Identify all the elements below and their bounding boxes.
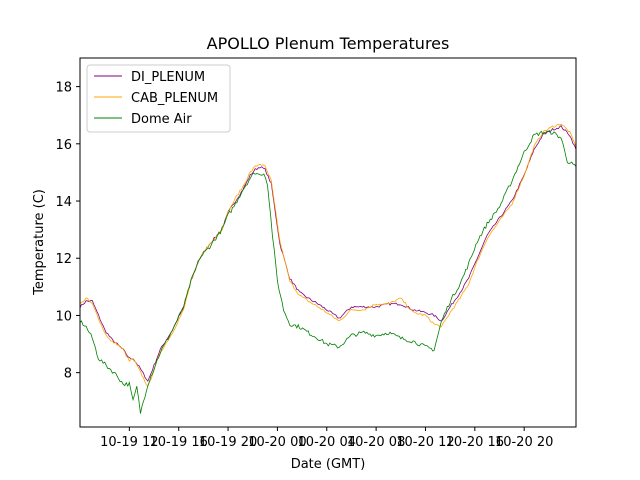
legend-label: CAB_PLENUM: [131, 91, 218, 106]
y-tick-label: 8: [64, 367, 72, 382]
x-tick-label: 10-20 04: [298, 435, 356, 450]
y-tick-label: 12: [55, 252, 72, 267]
x-tick-label: 10-19 16: [149, 435, 207, 450]
y-axis-label: Temperature (C): [32, 189, 47, 296]
y-tick-label: 18: [55, 81, 72, 96]
x-tick-label: 10-20 16: [446, 435, 504, 450]
plot-frame: [79, 57, 577, 428]
y-tick-label: 10: [55, 309, 72, 324]
chart-title: APOLLO Plenum Temperatures: [207, 34, 450, 53]
x-axis-label: Date (GMT): [291, 457, 366, 472]
legend-label: DI_PLENUM: [131, 70, 205, 85]
x-tick-label: 10-19 20: [199, 435, 257, 450]
y-tick-label: 14: [55, 195, 72, 210]
x-tick-label: 10-20 12: [396, 435, 454, 450]
series-line-cab-plenum: [79, 123, 577, 387]
x-tick-label: 10-20 08: [347, 435, 405, 450]
y-axis: 8 10 12 14 16 18: [55, 81, 80, 382]
y-tick-label: 16: [55, 138, 72, 153]
x-tick-label: 10-20 00: [248, 435, 306, 450]
x-tick-label: 10-19 12: [100, 435, 158, 450]
legend-box: [86, 64, 231, 133]
series-line-dome-air: [79, 129, 577, 414]
x-tick-label: 10-20 20: [495, 435, 553, 450]
legend-label: Dome Air: [131, 112, 192, 127]
series-layer: [79, 123, 577, 414]
legend: DI_PLENUM CAB_PLENUM Dome Air: [86, 64, 231, 133]
